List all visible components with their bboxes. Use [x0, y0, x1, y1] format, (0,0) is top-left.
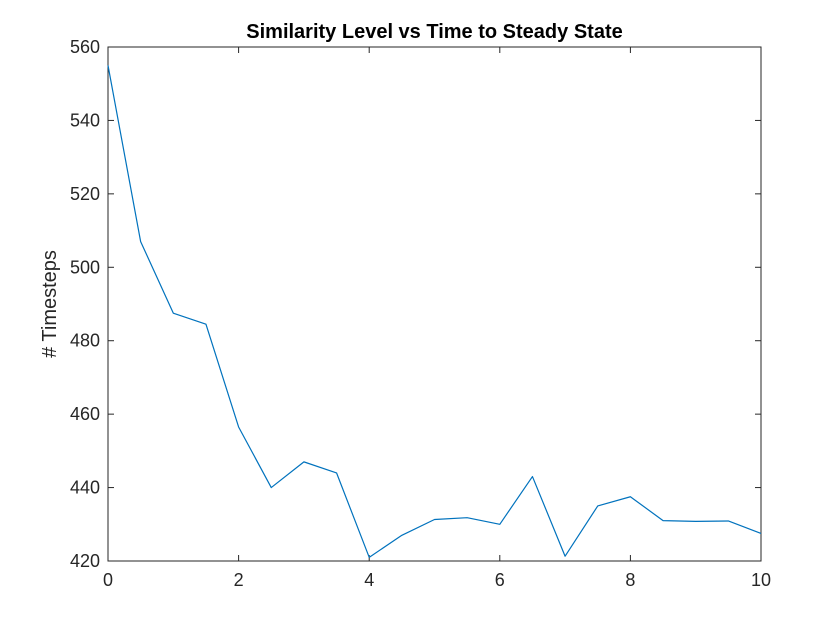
chart-title: Similarity Level vs Time to Steady State — [246, 21, 622, 43]
y-tick-label: 480 — [70, 331, 100, 351]
y-tick-label: 440 — [70, 478, 100, 498]
x-tick-label: 2 — [234, 570, 244, 590]
y-tick-label: 420 — [70, 551, 100, 571]
y-tick-label: 500 — [70, 257, 100, 277]
series-line — [107, 65, 762, 558]
x-tick-label: 4 — [364, 570, 374, 590]
y-axis-label: # Timesteps — [39, 250, 61, 358]
x-tick-label: 6 — [495, 570, 505, 590]
y-tick-label: 540 — [70, 110, 100, 130]
x-tick-label: 10 — [751, 570, 771, 590]
y-tick-label: 520 — [70, 184, 100, 204]
y-tick-label: 460 — [70, 404, 100, 424]
x-tick-label: 0 — [103, 570, 113, 590]
y-tick-label: 560 — [70, 37, 100, 57]
plot-area — [107, 46, 762, 562]
x-tick-label: 8 — [625, 570, 635, 590]
